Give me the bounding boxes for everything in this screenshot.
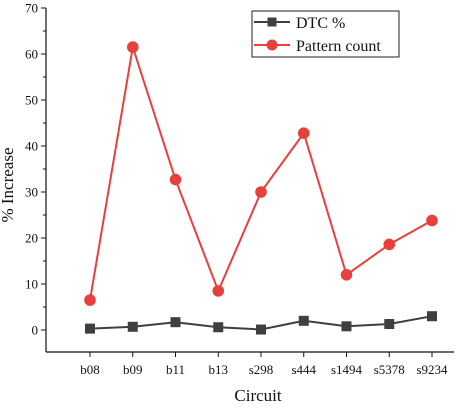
- data-point-circle: [126, 41, 139, 53]
- y-tick-label: 30: [25, 185, 38, 200]
- y-tick-label: 10: [25, 277, 38, 292]
- series-layer: [84, 41, 438, 335]
- x-tick-label: b09: [123, 362, 143, 377]
- x-tick-label: s1494: [331, 362, 363, 377]
- legend: DTC % Pattern count: [251, 10, 400, 58]
- data-point-square: [256, 324, 266, 335]
- y-tick-label: 40: [25, 139, 38, 154]
- data-point-square: [170, 317, 181, 328]
- legend-label-pattern: Pattern count: [296, 38, 381, 55]
- data-point-circle: [84, 294, 96, 306]
- y-tick-label: 50: [25, 93, 38, 108]
- data-point-circle: [255, 186, 267, 198]
- x-tick-label: s5378: [374, 362, 405, 377]
- y-axis-ticks: 0 10 20 30 40 50 60 70: [25, 1, 46, 338]
- x-axis-title: Circuit: [234, 386, 281, 402]
- data-point-square: [213, 322, 224, 333]
- x-tick-label: b11: [166, 362, 185, 377]
- y-tick-label: 70: [25, 1, 38, 16]
- y-tick-label: 20: [25, 231, 38, 246]
- x-tick-label: s298: [249, 362, 274, 377]
- data-point-square: [427, 311, 437, 322]
- series-2: [84, 41, 438, 306]
- data-point-circle: [383, 238, 396, 251]
- legend-marker-pattern: [266, 39, 278, 51]
- x-tick-label: s9234: [416, 362, 448, 377]
- x-tick-label: b08: [80, 362, 100, 377]
- data-point-square: [341, 321, 352, 332]
- legend-label-dtc: DTC %: [296, 15, 345, 32]
- data-point-circle: [169, 173, 182, 186]
- data-point-circle: [212, 285, 225, 297]
- y-tick-label: 0: [32, 323, 39, 338]
- data-point-square: [127, 321, 138, 332]
- x-axis-ticks: b08 b09 b11 b13 s298 s444 s1494 s5378 s9234: [80, 352, 448, 377]
- series-1: [85, 311, 437, 335]
- x-tick-label: s444: [291, 362, 316, 377]
- y-tick-label: 60: [25, 47, 38, 62]
- data-point-square: [384, 319, 395, 330]
- x-tick-label: b13: [209, 362, 229, 377]
- data-point-circle: [297, 127, 310, 139]
- data-point-circle: [426, 214, 438, 227]
- y-axis-title: % Increase: [0, 147, 17, 222]
- legend-marker-dtc: [267, 17, 277, 27]
- series-line: [89, 46, 433, 301]
- data-point-square: [85, 323, 95, 334]
- axes: [45, 8, 454, 353]
- data-point-square: [298, 315, 309, 326]
- data-point-circle: [340, 269, 353, 281]
